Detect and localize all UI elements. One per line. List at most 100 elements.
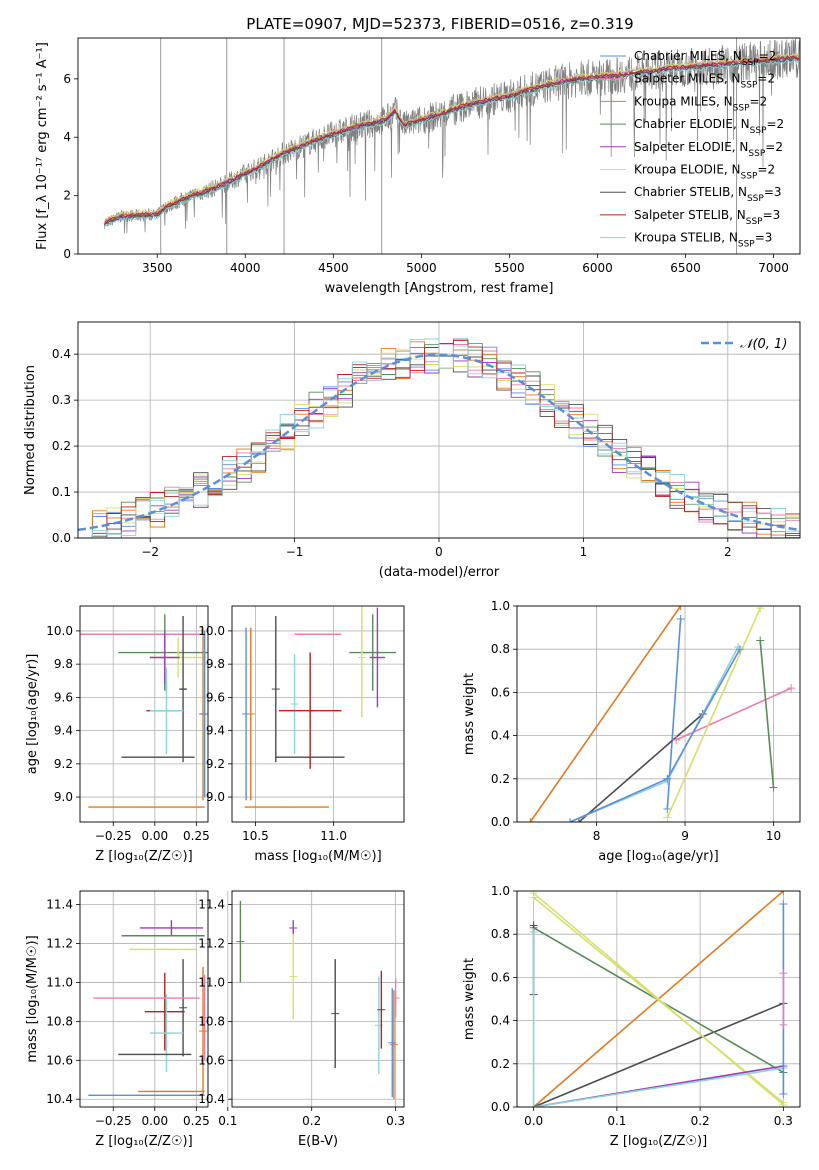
panel-mass_vs_EBV: 0.1 0.2 0.3 10.4 10.6 10.8 11.0 11.2 11.4 E(B-V) (198, 890, 405, 1149)
errorbar-point (200, 974, 208, 1061)
legend-label-tail: =3 (755, 231, 773, 245)
y-tick-label: 6 (63, 72, 71, 86)
x-tick-label: 9 (681, 829, 689, 843)
y-tick-label: 9.6 (206, 690, 225, 704)
weight-marker (574, 818, 583, 822)
legend-label: Salpeter STELIB, NSSP=3 (634, 208, 780, 227)
legend-label-tail: =2 (765, 140, 783, 154)
legend-label: Kroupa STELIB, NSSP=3 (634, 231, 772, 250)
panel-mass_weight_vs_age: 8 9 10 0.0 0.2 0.4 0.6 0.8 1.0 age [log₁₀(age/yr)… (462, 599, 801, 864)
x-tick-label: 0.0 (524, 1114, 543, 1128)
x-axis-label: Z [log₁₀(Z/Z☉)] (610, 1134, 707, 1149)
y-tick-label: 2 (63, 189, 71, 203)
x-tick-label: −1 (286, 545, 304, 559)
axes-frame (231, 605, 405, 823)
x-axis-label: Z [log₁₀(Z/Z☉)] (95, 849, 192, 864)
errorbar-point (236, 900, 245, 983)
errorbar-point (391, 978, 400, 1018)
y-axis-label: Normed distribution (23, 365, 38, 495)
axes-frame (231, 890, 405, 1108)
x-tick-label: 0.3 (774, 1114, 793, 1128)
legend-label-tail: =2 (750, 94, 768, 108)
x-tick-label: 0.2 (302, 1114, 321, 1128)
axes-frame (516, 605, 801, 823)
x-tick-label: 4000 (230, 261, 261, 275)
errorbar-point (278, 652, 342, 769)
weight-line-salpeter_miles (675, 687, 792, 741)
weight-marker (676, 614, 685, 623)
histogram-kroupa_stelib (78, 338, 800, 538)
y-tick-label: 0.4 (52, 347, 71, 361)
errorbar-point (242, 627, 251, 801)
x-tick-label: 0.25 (183, 829, 210, 843)
weight-line-kroupa_stelib (569, 646, 739, 822)
legend-label-tail: =3 (764, 185, 782, 199)
y-tick-label: 0.2 (491, 772, 510, 786)
x-tick-label: 0.00 (141, 1114, 168, 1128)
errorbar-point (289, 920, 298, 936)
weight-line-kroupa_miles (529, 606, 682, 822)
y-tick-label: 10.6 (198, 1053, 225, 1067)
y-tick-label: 4 (63, 130, 71, 144)
legend-subscript: SSP (748, 149, 765, 159)
plot-area (78, 338, 800, 538)
y-tick-label: 0.0 (491, 815, 510, 829)
legend-subscript: SSP (750, 126, 767, 136)
x-axis-label: age [log₁₀(age/yr)] (598, 849, 719, 864)
x-tick-label: 0.00 (141, 829, 168, 843)
errorbar-point (389, 990, 398, 1100)
legend-label-tail: =2 (757, 163, 775, 177)
legend-label-tail: =3 (763, 208, 781, 222)
y-tick-label: 10.8 (198, 1014, 225, 1028)
y-tick-label: 10.0 (198, 624, 225, 638)
errorbar-point (139, 920, 204, 936)
y-tick-label: 9.0 (54, 790, 73, 804)
x-axis-label: Z [log₁₀(Z/Z☉)] (95, 1134, 192, 1149)
y-tick-label: 0.0 (52, 531, 71, 545)
x-tick-label: 10.5 (242, 829, 269, 843)
panel-spectrum: 3500 4000 4500 5000 5500 6000 6500 7000 0 2 4 6 wave… (35, 37, 801, 296)
x-tick-label: 11.0 (320, 829, 347, 843)
x-axis-label: (data-model)/error (379, 565, 500, 580)
errorbar-point (289, 933, 298, 1020)
x-tick-label: 7000 (758, 261, 789, 275)
figure-title: PLATE=0907, MJD=52373, FIBERID=0516, z=0… (246, 15, 633, 33)
y-axis-label: mass weight (462, 673, 477, 755)
legend-label: Salpeter ELODIE, NSSP=2 (634, 140, 783, 159)
weight-marker (529, 1103, 538, 1107)
plot-area (236, 900, 400, 1100)
y-tick-label: 0.0 (491, 1100, 510, 1114)
legend-subscript: SSP (747, 194, 764, 204)
x-axis-label: E(B-V) (298, 1134, 338, 1149)
x-tick-label: 3500 (142, 261, 173, 275)
weight-line-kroupa_elodie (666, 607, 761, 819)
model-line-salpeter_stelib (104, 55, 800, 225)
weight-marker (779, 969, 788, 978)
y-axis-label: age [log₁₀(age/yr)] (25, 654, 40, 775)
plot-area (242, 606, 397, 808)
y-tick-label: 0.2 (491, 1057, 510, 1071)
y-tick-label: 0.3 (52, 393, 71, 407)
y-tick-label: 9.2 (54, 757, 73, 771)
weight-marker (663, 805, 672, 814)
y-tick-label: 1.0 (491, 599, 510, 613)
y-tick-label: 11.2 (198, 937, 225, 951)
x-tick-label: 5500 (494, 261, 525, 275)
x-axis-label: mass [log₁₀(M/M☉)] (254, 849, 381, 864)
y-tick-label: 11.2 (46, 937, 73, 951)
y-tick-label: 10.8 (46, 1014, 73, 1028)
errorbar-point (369, 607, 386, 708)
errorbar-point (357, 606, 366, 718)
axes-frame (77, 37, 801, 255)
y-tick-label: 11.4 (198, 898, 225, 912)
x-tick-label: 0.1 (218, 1114, 237, 1128)
weight-marker (756, 636, 765, 645)
legend-label: Kroupa ELODIE, NSSP=2 (634, 163, 775, 182)
x-tick-label: 5000 (406, 261, 437, 275)
x-tick-label: 2 (724, 545, 732, 559)
weight-marker (526, 818, 535, 822)
weight-marker (734, 643, 743, 652)
weight-line-chabrier_stelib (533, 1002, 784, 1107)
